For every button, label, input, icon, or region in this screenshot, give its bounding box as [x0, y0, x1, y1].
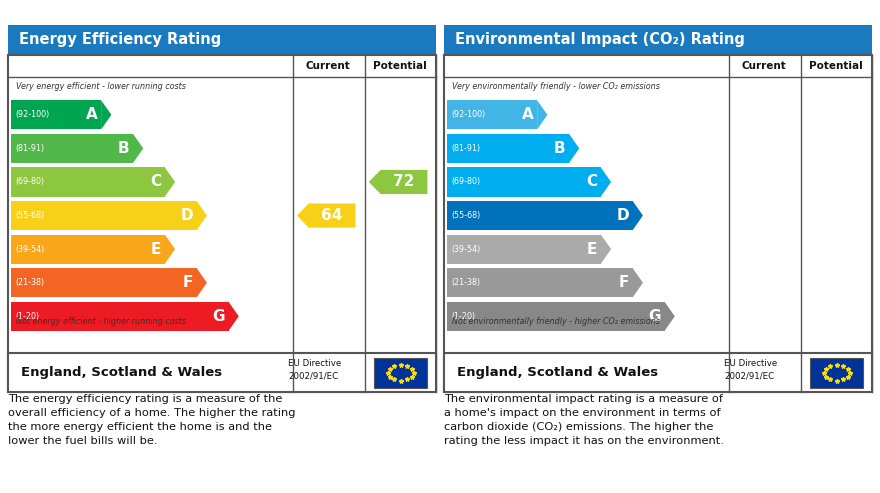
Polygon shape	[101, 100, 112, 130]
Polygon shape	[133, 134, 143, 163]
Bar	[11, 100, 101, 130]
Text: (69-80): (69-80)	[16, 177, 45, 186]
Text: Current: Current	[306, 61, 351, 70]
Text: D: D	[617, 208, 629, 223]
Text: B: B	[118, 141, 129, 156]
Text: Environmental Impact (CO₂) Rating: Environmental Impact (CO₂) Rating	[455, 32, 744, 47]
Bar	[810, 357, 863, 387]
Bar	[374, 357, 428, 387]
Polygon shape	[165, 168, 175, 197]
Polygon shape	[537, 100, 547, 130]
Text: (81-91): (81-91)	[16, 144, 45, 153]
Bar	[8, 25, 436, 55]
Bar	[446, 134, 569, 163]
Text: 64: 64	[321, 208, 343, 223]
Text: Very energy efficient - lower running costs: Very energy efficient - lower running co…	[16, 82, 186, 91]
Text: (69-80): (69-80)	[451, 177, 480, 186]
Text: G: G	[213, 309, 225, 324]
Polygon shape	[229, 302, 238, 331]
Text: D: D	[180, 208, 194, 223]
Text: (39-54): (39-54)	[451, 245, 481, 254]
Text: A: A	[86, 107, 98, 122]
Text: 72: 72	[393, 175, 414, 189]
Text: Potential: Potential	[810, 61, 863, 70]
Polygon shape	[664, 302, 675, 331]
Bar	[446, 168, 601, 197]
Polygon shape	[165, 235, 175, 264]
Text: (92-100): (92-100)	[16, 110, 50, 119]
Text: (92-100): (92-100)	[451, 110, 486, 119]
Bar	[446, 302, 664, 331]
Text: (55-68): (55-68)	[16, 211, 45, 220]
Text: E: E	[587, 242, 598, 257]
Polygon shape	[633, 201, 643, 230]
Text: G: G	[649, 309, 661, 324]
Text: E: E	[151, 242, 161, 257]
Text: The environmental impact rating is a measure of
a home's impact on the environme: The environmental impact rating is a mea…	[444, 394, 724, 446]
Text: (1-20): (1-20)	[451, 312, 476, 321]
Text: England, Scotland & Wales: England, Scotland & Wales	[21, 366, 222, 379]
Bar	[446, 201, 633, 230]
Text: (39-54): (39-54)	[16, 245, 45, 254]
Bar	[11, 302, 229, 331]
Polygon shape	[601, 168, 611, 197]
Text: Not environmentally friendly - higher CO₂ emissions: Not environmentally friendly - higher CO…	[451, 317, 660, 326]
Text: C: C	[150, 175, 161, 189]
Bar	[446, 268, 633, 297]
Text: England, Scotland & Wales: England, Scotland & Wales	[457, 366, 658, 379]
Bar	[11, 168, 165, 197]
Text: F: F	[619, 275, 629, 290]
Text: (81-91): (81-91)	[451, 144, 480, 153]
Text: EU Directive
2002/91/EC: EU Directive 2002/91/EC	[289, 359, 341, 380]
Bar	[11, 235, 165, 264]
Text: A: A	[522, 107, 533, 122]
Bar	[11, 268, 196, 297]
Text: C: C	[586, 175, 598, 189]
Polygon shape	[196, 268, 207, 297]
Polygon shape	[369, 170, 428, 194]
Bar	[446, 235, 601, 264]
Text: Energy Efficiency Rating: Energy Efficiency Rating	[18, 32, 221, 47]
Bar	[444, 25, 872, 55]
Bar	[11, 134, 133, 163]
Text: Current: Current	[742, 61, 787, 70]
Text: B: B	[554, 141, 566, 156]
Bar	[444, 353, 872, 392]
Bar	[446, 100, 537, 130]
Text: (55-68): (55-68)	[451, 211, 481, 220]
Polygon shape	[633, 268, 643, 297]
Bar	[8, 353, 436, 392]
Polygon shape	[196, 201, 207, 230]
Text: (1-20): (1-20)	[16, 312, 40, 321]
Text: The energy efficiency rating is a measure of the
overall efficiency of a home. T: The energy efficiency rating is a measur…	[8, 394, 296, 446]
Polygon shape	[601, 235, 611, 264]
Polygon shape	[297, 204, 356, 228]
Text: EU Directive
2002/91/EC: EU Directive 2002/91/EC	[724, 359, 778, 380]
Text: Not energy efficient - higher running costs: Not energy efficient - higher running co…	[16, 317, 186, 326]
Text: Very environmentally friendly - lower CO₂ emissions: Very environmentally friendly - lower CO…	[451, 82, 660, 91]
Text: (21-38): (21-38)	[451, 278, 480, 287]
Polygon shape	[569, 134, 579, 163]
Bar	[11, 201, 196, 230]
Text: Potential: Potential	[373, 61, 427, 70]
Text: F: F	[183, 275, 194, 290]
Text: (21-38): (21-38)	[16, 278, 45, 287]
